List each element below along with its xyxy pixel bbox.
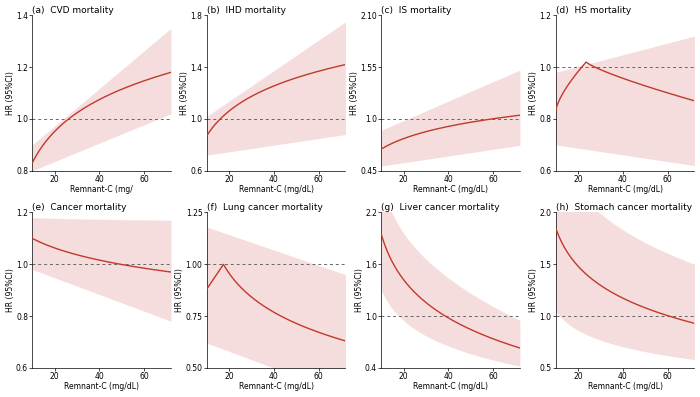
Y-axis label: HR (95%CI): HR (95%CI) <box>349 71 358 115</box>
Text: (h)  Stomach cancer mortality: (h) Stomach cancer mortality <box>556 202 692 212</box>
Y-axis label: HR (95%CI): HR (95%CI) <box>529 268 538 312</box>
Y-axis label: HR (95%CI): HR (95%CI) <box>6 268 15 312</box>
Y-axis label: HR (95%CI): HR (95%CI) <box>354 268 363 312</box>
Y-axis label: HR (95%CI): HR (95%CI) <box>6 71 15 115</box>
Text: (g)  Liver cancer mortality: (g) Liver cancer mortality <box>382 202 500 212</box>
X-axis label: Remnant-C (mg/dL): Remnant-C (mg/dL) <box>64 382 139 391</box>
Text: (b)  IHD mortality: (b) IHD mortality <box>206 6 286 15</box>
X-axis label: Remnant-C (mg/dL): Remnant-C (mg/dL) <box>239 185 314 195</box>
X-axis label: Remnant-C (mg/: Remnant-C (mg/ <box>70 185 133 195</box>
X-axis label: Remnant-C (mg/dL): Remnant-C (mg/dL) <box>413 382 488 391</box>
Text: (a)  CVD mortality: (a) CVD mortality <box>32 6 114 15</box>
X-axis label: Remnant-C (mg/dL): Remnant-C (mg/dL) <box>587 185 663 195</box>
Text: (e)  Cancer mortality: (e) Cancer mortality <box>32 202 127 212</box>
Y-axis label: HR (95%CI): HR (95%CI) <box>529 71 538 115</box>
Text: (d)  HS mortality: (d) HS mortality <box>556 6 631 15</box>
X-axis label: Remnant-C (mg/dL): Remnant-C (mg/dL) <box>413 185 488 195</box>
Y-axis label: HR (95%CI): HR (95%CI) <box>180 71 189 115</box>
Text: (c)  IS mortality: (c) IS mortality <box>382 6 452 15</box>
Y-axis label: HR (95%CI): HR (95%CI) <box>175 268 184 312</box>
X-axis label: Remnant-C (mg/dL): Remnant-C (mg/dL) <box>587 382 663 391</box>
X-axis label: Remnant-C (mg/dL): Remnant-C (mg/dL) <box>239 382 314 391</box>
Text: (f)  Lung cancer mortality: (f) Lung cancer mortality <box>206 202 323 212</box>
